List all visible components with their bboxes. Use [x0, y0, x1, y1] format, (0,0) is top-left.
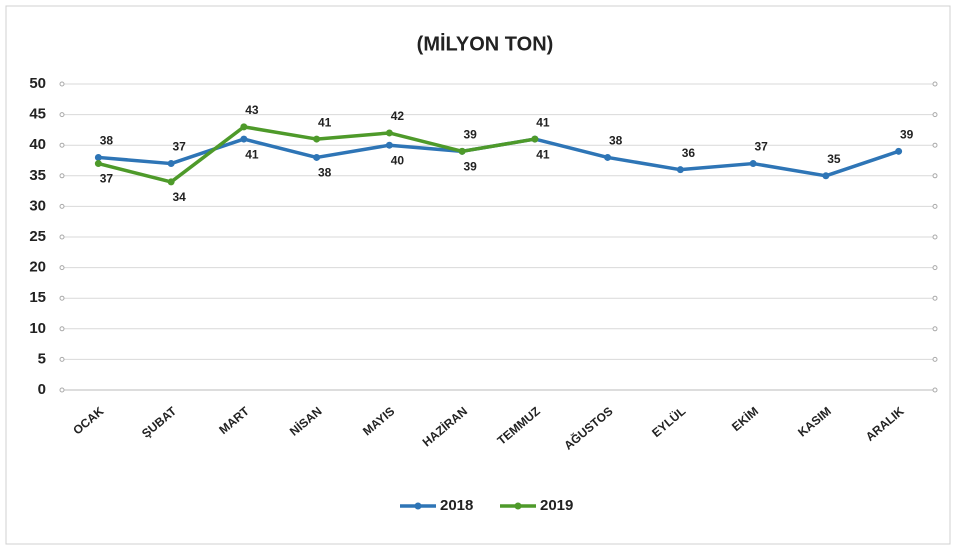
- grid-handle: [59, 387, 65, 393]
- series-marker: [822, 172, 830, 180]
- grid-handle: [932, 142, 938, 148]
- data-label: 37: [100, 172, 114, 186]
- legend-label: 2018: [440, 497, 473, 514]
- data-label: 37: [172, 140, 186, 154]
- data-label: 35: [827, 152, 841, 166]
- data-label: 42: [391, 109, 405, 123]
- x-tick-label: NİSAN: [286, 403, 324, 438]
- series-marker: [240, 135, 248, 143]
- x-tick-label: MART: [216, 404, 252, 437]
- y-tick-label: 5: [38, 350, 46, 367]
- y-tick-label: 15: [29, 289, 46, 306]
- y-tick-label: 45: [29, 106, 46, 123]
- series-marker: [167, 178, 175, 186]
- grid-handle: [932, 295, 938, 301]
- data-label: 41: [536, 115, 550, 129]
- grid-handle: [59, 81, 65, 87]
- grid-handle: [59, 326, 65, 332]
- series-marker: [458, 147, 466, 155]
- grid-handle: [59, 295, 65, 301]
- grid-handle: [932, 356, 938, 362]
- x-tick-label: ŞUBAT: [139, 404, 179, 441]
- x-tick-label: AĞUSTOS: [561, 403, 616, 452]
- y-tick-label: 30: [29, 197, 46, 214]
- grid-handle: [59, 203, 65, 209]
- series-marker: [531, 135, 539, 143]
- x-tick-label: TEMMUZ: [495, 404, 543, 448]
- data-label: 38: [609, 134, 623, 148]
- x-tick-label: HAZİRAN: [419, 403, 470, 449]
- data-label: 38: [318, 166, 332, 180]
- chart-title: (MİLYON TON): [417, 32, 554, 55]
- series-marker: [676, 166, 684, 174]
- legend-label: 2019: [540, 497, 573, 514]
- series-marker: [94, 160, 102, 168]
- data-label: 39: [463, 159, 477, 173]
- y-tick-label: 10: [29, 320, 46, 337]
- y-tick-label: 35: [29, 167, 46, 184]
- grid-handle: [932, 234, 938, 240]
- grid-handle: [59, 112, 65, 118]
- data-label: 41: [536, 147, 550, 161]
- data-label: 39: [463, 127, 477, 141]
- data-label: 36: [682, 146, 696, 160]
- series-marker: [167, 160, 175, 168]
- x-tick-label: EYLÜL: [649, 403, 689, 440]
- grid-handle: [59, 356, 65, 362]
- data-label: 34: [172, 190, 186, 204]
- x-tick-label: ARALIK: [863, 404, 907, 444]
- grid-handle: [932, 203, 938, 209]
- series-marker: [385, 129, 393, 137]
- data-label: 41: [245, 147, 259, 161]
- x-tick-label: EKİM: [728, 403, 761, 434]
- data-label: 43: [245, 103, 259, 117]
- data-label: 39: [900, 127, 914, 141]
- y-tick-label: 20: [29, 259, 46, 276]
- grid-handle: [59, 234, 65, 240]
- series-marker: [313, 153, 321, 161]
- series-marker: [895, 147, 903, 155]
- grid-handle: [932, 81, 938, 87]
- grid-handle: [932, 387, 938, 393]
- data-label: 37: [754, 140, 768, 154]
- legend-swatch: [414, 502, 422, 510]
- legend-swatch: [514, 502, 522, 510]
- grid-handle: [932, 326, 938, 332]
- y-tick-label: 25: [29, 228, 46, 245]
- grid-handle: [932, 173, 938, 179]
- grid-handle: [932, 112, 938, 118]
- grid-handle: [59, 265, 65, 271]
- y-tick-label: 0: [38, 381, 46, 398]
- series-marker: [94, 153, 102, 161]
- chart-frame: [5, 5, 951, 545]
- grid-handle: [59, 142, 65, 148]
- data-label: 38: [100, 134, 114, 148]
- series-marker: [604, 153, 612, 161]
- series-marker: [313, 135, 321, 143]
- grid-handle: [932, 265, 938, 271]
- x-tick-label: MAYIS: [360, 404, 397, 438]
- series-marker: [240, 123, 248, 131]
- data-label: 40: [391, 153, 405, 167]
- data-label: 41: [318, 115, 332, 129]
- series-marker: [749, 160, 757, 168]
- x-tick-label: OCAK: [70, 404, 106, 438]
- grid-handle: [59, 173, 65, 179]
- y-tick-label: 50: [29, 75, 46, 92]
- y-tick-label: 40: [29, 136, 46, 153]
- x-tick-label: KASIM: [795, 404, 834, 440]
- series-marker: [385, 141, 393, 149]
